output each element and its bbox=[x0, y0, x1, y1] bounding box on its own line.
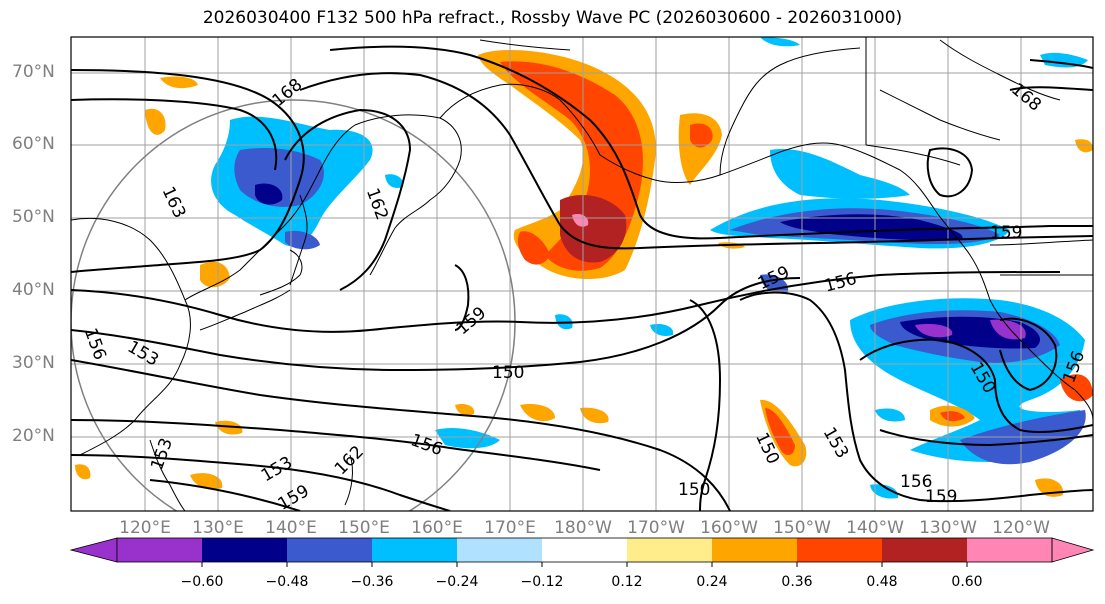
colorbar-tick-label: −0.36 bbox=[350, 574, 394, 590]
lon-label: 170°E bbox=[484, 518, 536, 538]
colorbar-tick-label: 0.60 bbox=[951, 574, 983, 590]
lon-label: 170°W bbox=[627, 518, 685, 538]
graticule bbox=[71, 37, 1093, 511]
map-frame bbox=[70, 36, 1094, 512]
lat-label: 70°N bbox=[12, 62, 55, 82]
lat-label: 60°N bbox=[12, 134, 55, 154]
map-plot: 168 163 162 159 156 153 150 153 156 159 … bbox=[71, 37, 1093, 511]
lat-label: 30°N bbox=[12, 353, 55, 373]
positive-anomaly-max bbox=[560, 195, 627, 263]
lon-label: 150°E bbox=[338, 518, 390, 538]
colorbar-tick-label: −0.12 bbox=[520, 574, 564, 590]
colorbar-tick-label: 0.12 bbox=[611, 574, 643, 590]
lon-label: 130°W bbox=[919, 518, 977, 538]
colorbar-segment bbox=[117, 538, 202, 562]
lon-label: 180°W bbox=[554, 518, 612, 538]
colorbar-segment bbox=[712, 538, 797, 562]
colorbar-segment bbox=[797, 538, 882, 562]
colorbar-segment bbox=[542, 538, 627, 562]
colorbar-segment-low-extend bbox=[69, 537, 118, 563]
colorbar-segment-high-extend bbox=[1051, 537, 1095, 563]
colorbar-segment bbox=[202, 538, 287, 562]
colorbar-tick-label: 0.36 bbox=[781, 574, 813, 590]
lon-label: 160°W bbox=[700, 518, 758, 538]
colorbar-segment bbox=[287, 538, 372, 562]
lon-label: 160°E bbox=[411, 518, 463, 538]
contours bbox=[71, 45, 1093, 511]
map-title: 2026030400 F132 500 hPa refract., Rossby… bbox=[202, 8, 903, 28]
colorbar bbox=[69, 537, 1095, 567]
lon-label: 150°W bbox=[773, 518, 831, 538]
lon-label: 120°W bbox=[992, 518, 1050, 538]
colorbar-tick-label: −0.48 bbox=[265, 574, 309, 590]
lon-label: 140°W bbox=[846, 518, 904, 538]
contour-label: 150 bbox=[678, 480, 710, 500]
colorbar-segment bbox=[627, 538, 712, 562]
lat-label: 40°N bbox=[12, 280, 55, 300]
contour-label: 156 bbox=[900, 472, 932, 492]
contour-label: 159 bbox=[990, 223, 1022, 243]
lat-label: 20°N bbox=[12, 426, 55, 446]
lon-label: 140°E bbox=[265, 518, 317, 538]
positive-anomaly-peak bbox=[572, 214, 589, 227]
colorbar-segment bbox=[372, 538, 457, 562]
colorbar-tick-label: 0.48 bbox=[866, 574, 898, 590]
contour-label: 150 bbox=[492, 363, 524, 383]
colorbar-segment bbox=[882, 538, 967, 562]
colorbar-tick-label: 0.24 bbox=[696, 574, 728, 590]
coastlines bbox=[71, 37, 1093, 511]
colorbar-segment bbox=[967, 538, 1052, 562]
colorbar-tick-label: −0.60 bbox=[180, 574, 224, 590]
lon-label: 130°E bbox=[192, 518, 244, 538]
colorbar-segment bbox=[457, 538, 542, 562]
lat-label: 50°N bbox=[12, 207, 55, 227]
lon-label: 120°E bbox=[119, 518, 171, 538]
colorbar-tick-label: −0.24 bbox=[435, 574, 479, 590]
contour-label: 159 bbox=[925, 487, 957, 507]
